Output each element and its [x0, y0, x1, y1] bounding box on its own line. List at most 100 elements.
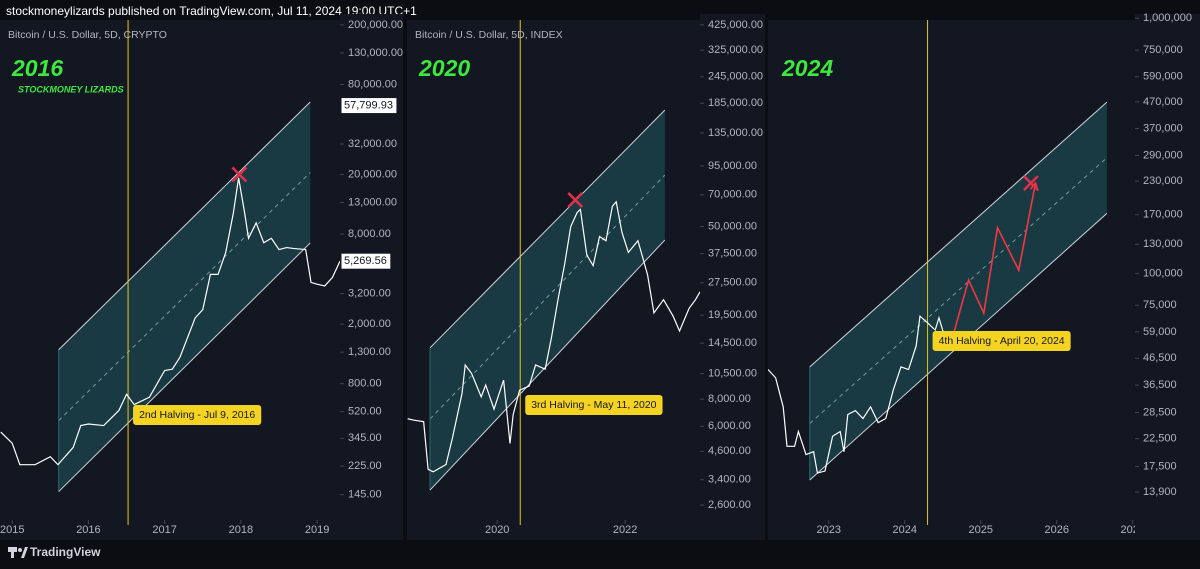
- y-tick-label: 14,500.00: [708, 337, 757, 349]
- halving-label: 2nd Halving - Jul 9, 2016: [139, 409, 255, 421]
- channel-mid: [58, 172, 311, 422]
- price-label-box: [340, 97, 398, 115]
- x-tick-label: 2018: [229, 524, 253, 536]
- top-marker: [1023, 175, 1039, 191]
- y-tick-label: 37,500.00: [708, 248, 757, 260]
- halving-label: 3rd Halving - May 11, 2020: [531, 399, 656, 411]
- y-tick-label: 225.00: [348, 460, 382, 472]
- header: stockmoneylizards published on TradingVi…: [6, 4, 417, 18]
- y-tick-label: 20,000.00: [348, 168, 397, 180]
- x-tick-label: 2023: [817, 524, 841, 536]
- y-tick-label: 46,500: [1143, 352, 1177, 364]
- y-tick-label: 470,000: [1143, 96, 1183, 108]
- y-tick-label: 36,500: [1143, 379, 1177, 391]
- y-tick-label: 28,500: [1143, 406, 1177, 418]
- year-label: 2020: [418, 55, 470, 81]
- y-tick-label: 370,000: [1143, 122, 1183, 134]
- halving-box: [133, 405, 262, 425]
- channel-lower: [429, 239, 666, 491]
- chart-panel: 3rd Halving - May 11, 2020 2020 2022 425,00…: [407, 14, 765, 540]
- y-tick-label: 200,000.00: [348, 19, 403, 31]
- x-tick-label: 2017: [152, 524, 176, 536]
- channel-lower: [58, 242, 311, 492]
- x-tick-label: 2024: [893, 524, 917, 536]
- y-axis-bg: [1135, 14, 1200, 540]
- y-tick-label: 32,000.00: [348, 138, 397, 150]
- y-tick-label: 135,000.00: [708, 127, 763, 139]
- y-tick-label: 19,500.00: [708, 309, 757, 321]
- price-line: [407, 200, 700, 473]
- channel-mid: [809, 157, 1108, 424]
- x-tick-label: 2015: [0, 524, 24, 536]
- y-tick-label: 800.00: [348, 378, 382, 390]
- price-line: [0, 177, 340, 466]
- y-axis-bg: [700, 14, 765, 540]
- x-tick-label: 2016: [76, 524, 100, 536]
- footer-logo: TradingView: [30, 545, 101, 559]
- y-tick-label: 4,600.00: [708, 445, 751, 457]
- y-tick-label: 290,000: [1143, 149, 1183, 161]
- y-tick-label: 1,000,000: [1143, 12, 1192, 24]
- plot: [407, 20, 700, 525]
- x-tick-label: 2022: [613, 524, 637, 536]
- y-tick-label: 325,000.00: [708, 44, 763, 56]
- y-tick-label: 520.00: [348, 406, 382, 418]
- y-tick-label: 80,000.00: [348, 78, 397, 90]
- plot: [0, 20, 340, 525]
- logo-icon: [18, 548, 22, 552]
- y-tick-label: 425,000.00: [708, 19, 763, 31]
- year-label: 2016: [11, 55, 63, 81]
- y-tick-label: 245,000.00: [708, 71, 763, 83]
- top-marker: [231, 166, 248, 183]
- year-label: 2024: [781, 55, 833, 81]
- y-tick-label: 2,000.00: [348, 318, 391, 330]
- y-tick-label: 70,000.00: [708, 189, 757, 201]
- y-tick-label: 130,000.00: [348, 47, 403, 59]
- logo-icon: [11, 547, 14, 558]
- price-label: 57,799.93: [344, 99, 393, 111]
- x-tick-label: 2019: [305, 524, 329, 536]
- y-tick-label: 8,000.00: [348, 228, 391, 240]
- price-label-box: [340, 252, 392, 270]
- price-line: [768, 314, 945, 474]
- y-tick-label: 3,200.00: [348, 288, 391, 300]
- forecast-line: [949, 182, 1037, 346]
- y-tick-label: 50,000.00: [708, 220, 757, 232]
- channel-upper: [809, 101, 1108, 368]
- y-tick-label: 22,500: [1143, 433, 1177, 445]
- x-tick-label: 2025: [969, 524, 993, 536]
- channel-upper: [429, 109, 666, 349]
- y-tick-label: 27,500.00: [708, 277, 757, 289]
- y-tick-label: 8,000.00: [708, 393, 751, 405]
- x-tick-label: 2026: [1044, 524, 1068, 536]
- y-tick-label: 750,000: [1143, 44, 1183, 56]
- panels: 2nd Halving - Jul 9, 2016 2015 2016 2017 201…: [0, 12, 1200, 540]
- y-tick-label: 130,000: [1143, 238, 1183, 250]
- channel-mid: [429, 174, 666, 420]
- halving-box: [932, 331, 1071, 351]
- y-tick-label: 13,000.00: [348, 196, 397, 208]
- x-tick-label: 2020: [485, 524, 509, 536]
- y-tick-label: 170,000: [1143, 209, 1183, 221]
- chart-panel: 4th Halving - April 20, 2024 2023 2024 2025…: [768, 12, 1200, 540]
- logo-icon: [21, 547, 28, 558]
- chart-title: Bitcoin / U.S. Dollar, 5D, CRYPTO: [8, 29, 167, 41]
- y-tick-label: 10,500.00: [708, 367, 757, 379]
- top-marker: [567, 192, 584, 208]
- y-tick-label: 59,000: [1143, 326, 1177, 338]
- y-tick-label: 17,500: [1143, 460, 1177, 472]
- channel-upper: [58, 101, 311, 351]
- price-label: 5,269.56: [344, 255, 387, 267]
- footer: TradingView: [8, 545, 101, 559]
- y-tick-label: 185,000.00: [708, 97, 763, 109]
- halving-box: [525, 395, 663, 415]
- y-tick-label: 100,000: [1143, 267, 1183, 279]
- y-tick-label: 3,400.00: [708, 474, 751, 486]
- sublabel: STOCKMONEY LIZARDS: [18, 84, 124, 94]
- halving-label: 4th Halving - April 20, 2024: [939, 335, 1065, 347]
- y-tick-label: 75,000: [1143, 299, 1177, 311]
- y-tick-label: 345.00: [348, 432, 382, 444]
- y-tick-label: 13,900: [1143, 486, 1177, 498]
- y-tick-label: 1,300.00: [348, 346, 391, 358]
